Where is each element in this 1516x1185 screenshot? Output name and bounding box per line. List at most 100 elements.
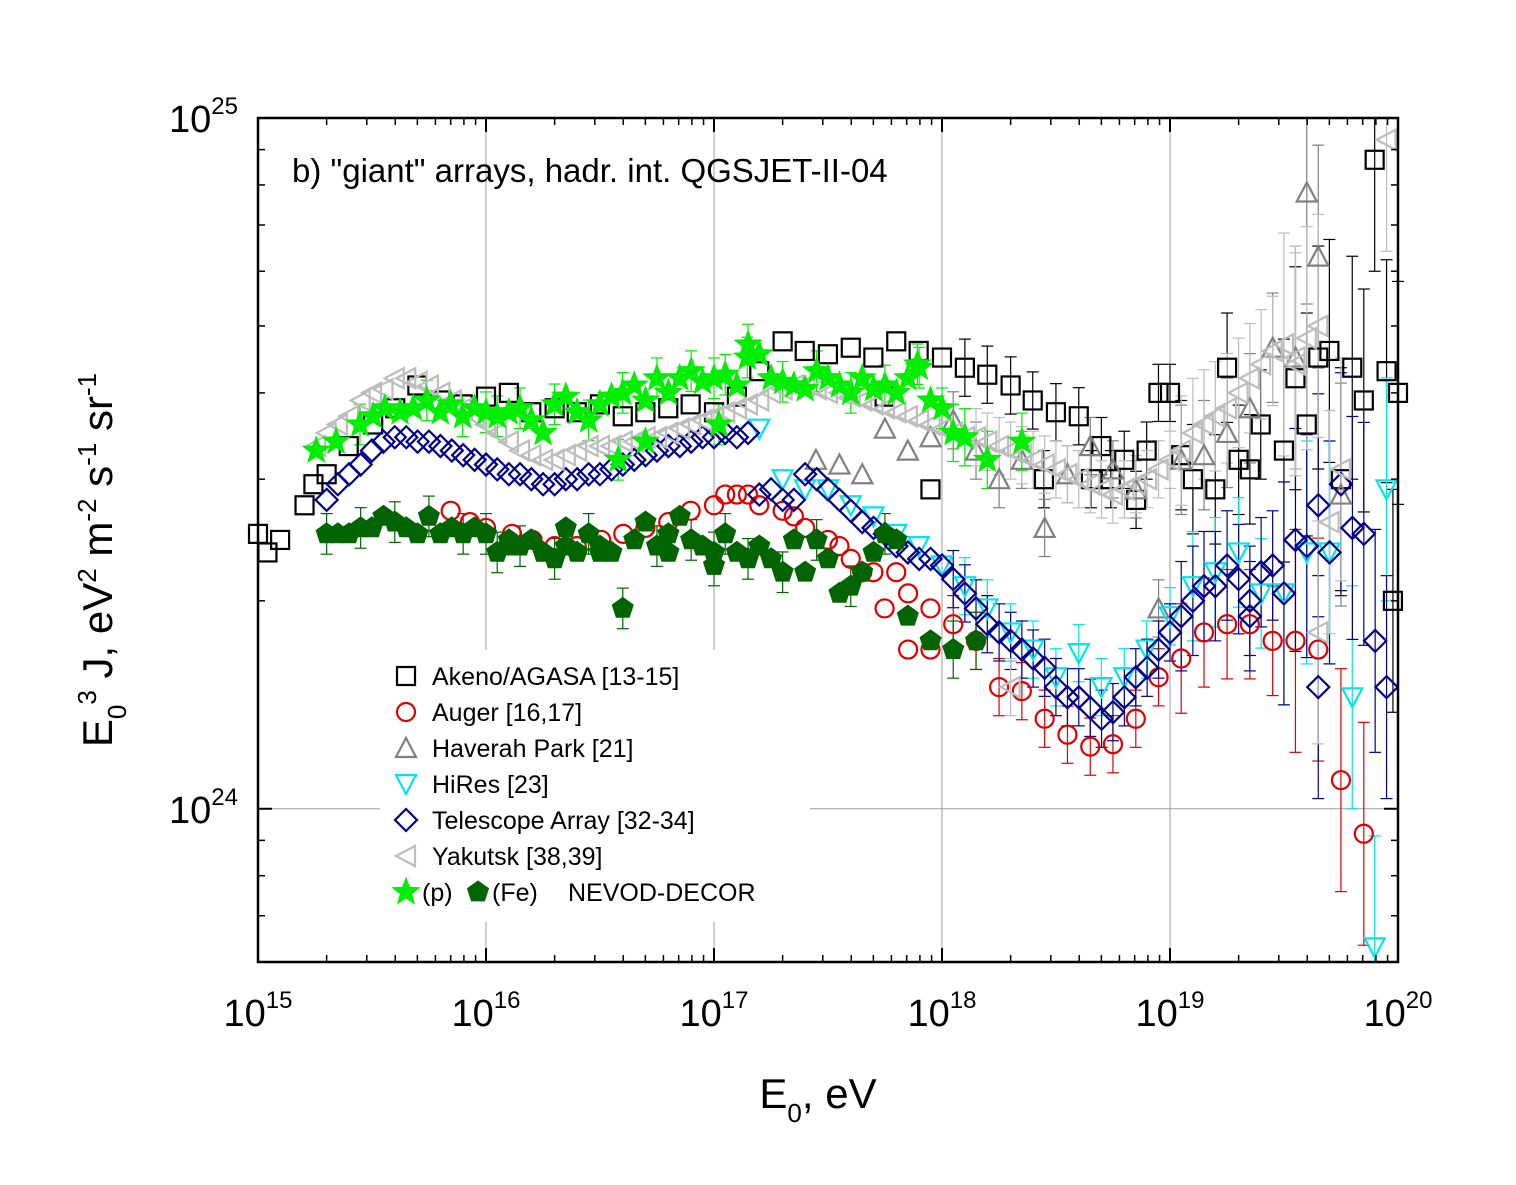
data-point — [964, 438, 988, 461]
data-point — [657, 522, 680, 544]
data-point — [1205, 479, 1226, 500]
data-point — [1100, 699, 1126, 725]
data-point — [1374, 674, 1400, 700]
data-point — [1226, 381, 1249, 405]
data-point — [870, 370, 900, 398]
series-telescope-array-32-34 — [314, 420, 1400, 732]
data-point — [919, 629, 942, 651]
data-point — [680, 394, 701, 415]
data-point — [1353, 823, 1374, 844]
data-point — [496, 429, 519, 454]
data-point — [1089, 677, 1114, 700]
data-point — [1068, 406, 1089, 427]
data-point — [623, 528, 646, 550]
data-point — [553, 466, 579, 492]
data-point — [714, 522, 737, 544]
data-point — [587, 434, 611, 458]
data-point — [1007, 426, 1037, 455]
legend-marker — [393, 844, 417, 868]
data-point — [370, 429, 397, 455]
chart-title: b) "giant" arrays, hadr. int. QGSJET-II-… — [292, 152, 888, 189]
data-point — [1102, 734, 1124, 755]
data-point — [918, 546, 944, 572]
y-axis-title: E03 J, eV2 m-2 s-1 sr-1 — [72, 373, 132, 747]
legend-label: Akeno/AGASA [13-15] — [432, 663, 679, 691]
data-point — [1123, 476, 1148, 500]
data-point — [746, 482, 772, 508]
legend-background — [380, 650, 810, 922]
data-point — [930, 555, 954, 578]
series-p — [301, 329, 1037, 473]
data-point — [630, 426, 661, 455]
data-point — [588, 540, 611, 562]
data-point — [942, 637, 965, 659]
data-point — [417, 504, 440, 526]
data-point — [749, 495, 770, 516]
data-point — [1171, 648, 1192, 669]
data-point — [1362, 937, 1387, 960]
data-point — [792, 461, 818, 487]
data-point — [1296, 414, 1317, 435]
data-point — [770, 469, 795, 492]
data-point — [918, 424, 943, 448]
data-point — [722, 370, 752, 398]
data-point — [874, 598, 895, 619]
data-point — [690, 424, 716, 450]
data-point — [1216, 614, 1238, 635]
data-point — [885, 528, 908, 550]
data-point — [988, 677, 1010, 698]
data-point — [1237, 588, 1263, 614]
data-point — [836, 377, 866, 406]
data-point — [1260, 339, 1283, 363]
data-point — [920, 598, 941, 619]
legend: Akeno/AGASA [13-15] Auger [16,17] Haverah … — [391, 663, 756, 907]
data-point — [715, 484, 736, 505]
data-point — [474, 522, 498, 544]
data-point — [1374, 127, 1397, 152]
legend-item-haverah-park-21: Haverah Park [21] — [394, 735, 634, 763]
legend-item-nevod-decor: (p) (Fe) NEVOD-DECOR — [391, 876, 756, 907]
data-point — [1317, 539, 1343, 565]
data-point — [1111, 684, 1137, 710]
data-point — [1215, 420, 1239, 444]
data-point — [1342, 357, 1363, 378]
data-point — [1248, 352, 1272, 377]
data-point — [1330, 770, 1352, 791]
data-point — [612, 406, 633, 427]
data-point — [772, 331, 793, 352]
data-point — [1214, 552, 1240, 579]
data-point — [484, 456, 510, 482]
data-point — [1125, 708, 1146, 729]
data-point — [929, 552, 955, 579]
data-point — [530, 471, 556, 497]
data-point — [895, 438, 920, 461]
data-point — [484, 421, 508, 445]
data-point — [1180, 588, 1206, 614]
data-point — [1308, 347, 1329, 368]
data-point — [1011, 681, 1032, 702]
data-point — [1009, 637, 1035, 663]
data-point — [813, 362, 843, 391]
legend-label: Telescope Array [32-34] — [432, 807, 695, 835]
data-point — [1021, 639, 1045, 662]
data-point — [940, 566, 966, 592]
data-point — [1191, 412, 1215, 437]
data-point — [1193, 622, 1215, 643]
data-point — [1114, 449, 1135, 470]
data-point — [1340, 687, 1365, 710]
data-point — [1353, 390, 1374, 411]
data-point — [782, 528, 805, 550]
data-point — [1226, 566, 1252, 592]
data-point — [986, 619, 1012, 645]
legend-label-name: NEVOD-DECOR — [568, 879, 756, 907]
legend-item-hires-23: HiRes [23] — [394, 771, 549, 799]
data-point — [771, 560, 794, 582]
data-point — [952, 580, 978, 606]
legend-label-fe: (Fe) — [492, 879, 538, 907]
data-point — [497, 528, 520, 550]
data-point — [881, 377, 912, 406]
data-point — [902, 348, 933, 377]
data-point — [1202, 404, 1226, 429]
data-point — [1055, 461, 1080, 485]
data-point — [530, 447, 554, 472]
